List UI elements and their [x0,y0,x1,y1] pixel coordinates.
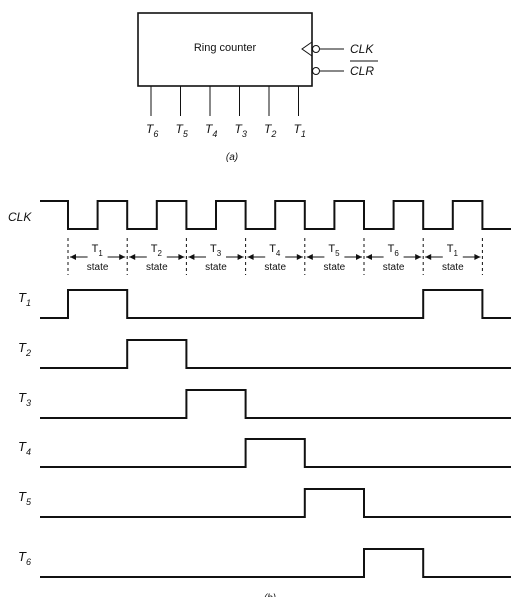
signal-waveform-t3 [40,389,511,419]
caption-b: (b) [264,593,276,597]
clock-input-triangle [301,41,313,57]
clk-bubble [312,45,320,53]
state-arrowhead [425,254,432,260]
state-name: T2 [151,243,163,258]
state-word: state [146,262,168,273]
signal-label: T5 [18,489,32,507]
clr-bubble [312,67,320,75]
signal-label: T4 [18,439,31,457]
state-arrowhead [296,254,303,260]
state-arrowhead [415,254,422,260]
ring-counter-box [137,12,313,87]
state-markers: T1 state T2 state T3 state T4 state T5 state T6 sta… [67,238,483,275]
state-word: state [264,262,286,273]
signal-waveform-t6 [40,548,511,578]
ring-counter-title: Ring counter [194,42,257,54]
state-word: state [205,262,227,273]
caption-a: (a) [226,152,238,163]
state-name: T1 [92,243,104,258]
signal-waveform-t2 [40,339,511,369]
output-pin-label: T3 [235,122,247,139]
state-arrowhead [178,254,185,260]
output-pin-label: T4 [205,122,217,139]
state-arrowhead [356,254,362,260]
block-clr-label: CLR [350,64,374,78]
state-arrowhead [119,254,126,260]
state-arrowhead [188,254,195,260]
block-diagram: Ring counter CLK CLR T6 T5 T4 T3 T2 T1 (a) [137,12,378,163]
state-name: T6 [388,243,400,258]
state-arrowhead [306,254,313,260]
block-clk-label: CLK [350,42,374,56]
timing-clk-label: CLK [8,210,32,224]
signal-label: T1 [18,290,31,308]
state-word: state [324,262,346,273]
state-arrowhead [247,254,254,260]
state-word: state [442,262,464,273]
state-name: T4 [269,243,281,258]
state-name: T5 [328,243,340,258]
signal-waveform-t4 [40,438,511,468]
output-pin-label: T6 [146,122,158,139]
state-arrowhead [129,254,136,260]
output-pin-label: T2 [264,122,276,139]
signal-label: T3 [18,390,31,408]
state-name: T3 [210,243,222,258]
state-word: state [383,262,405,273]
output-pin-label: T1 [294,122,306,139]
state-name: T1 [447,243,459,258]
block-output-pins: T6 T5 T4 T3 T2 T1 [146,86,306,139]
state-arrowhead [70,254,76,260]
state-word: state [87,262,109,273]
signal-waveform-t1 [40,289,511,319]
clk-waveform [40,200,511,230]
state-arrowhead [237,254,244,260]
signal-waveforms: T1 T2 T3 T4 T5 T6 [18,289,511,578]
signal-label: T2 [18,340,31,358]
state-arrowhead [474,254,481,260]
signal-label: T6 [18,549,31,567]
output-pin-label: T5 [176,122,189,139]
signal-waveform-t5 [40,488,511,518]
timing-diagram: CLK T1stateT2stateT3stateT4stateT5stateT… [8,200,511,597]
state-arrowhead [366,254,372,260]
